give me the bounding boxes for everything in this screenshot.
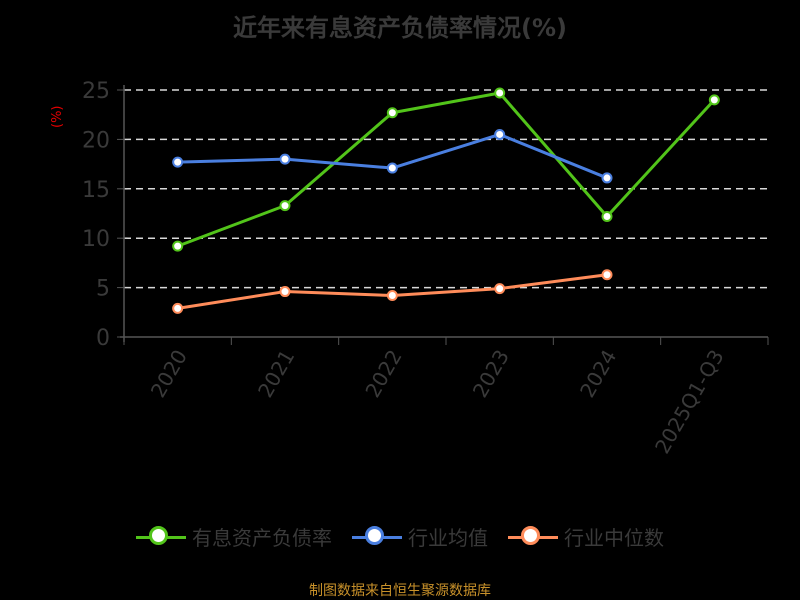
data-point[interactable] — [172, 156, 184, 168]
x-tick-label: 2021 — [253, 346, 299, 402]
data-point[interactable] — [279, 153, 291, 165]
data-point[interactable] — [601, 172, 613, 184]
x-tick-label: 2025Q1-Q3 — [650, 346, 729, 458]
data-point[interactable] — [708, 94, 720, 106]
legend-label: 行业均值 — [408, 526, 488, 550]
data-point[interactable] — [172, 302, 184, 314]
series-line — [177, 91, 716, 248]
data-point[interactable] — [601, 269, 613, 281]
legend-item-industry-average[interactable]: 行业均值 — [352, 522, 488, 551]
legend-item-interest-bearing-debt-ratio[interactable]: 有息资产负债率 — [136, 522, 332, 551]
data-point[interactable] — [386, 162, 398, 174]
data-point[interactable] — [494, 283, 506, 295]
legend-label: 有息资产负债率 — [192, 526, 332, 550]
y-tick-label: 20 — [82, 128, 110, 153]
x-tick-label: 2020 — [146, 346, 192, 402]
x-tick-label: 2024 — [575, 346, 621, 402]
data-point[interactable] — [494, 87, 506, 99]
data-point[interactable] — [279, 200, 291, 212]
y-tick-label: 0 — [96, 326, 110, 351]
legend-marker-icon — [352, 524, 402, 550]
legend-item-industry-median[interactable]: 行业中位数 — [508, 522, 664, 551]
data-point[interactable] — [601, 210, 613, 222]
y-tick-label: 15 — [82, 178, 110, 203]
y-tick-label: 10 — [82, 227, 110, 252]
chart-title: 近年来有息资产负债率情况(%) — [233, 14, 567, 42]
y-tick-label: 25 — [82, 79, 110, 104]
legend-marker-icon — [508, 524, 558, 550]
data-point[interactable] — [386, 290, 398, 302]
x-tick-label: 2022 — [360, 346, 406, 402]
data-point[interactable] — [172, 240, 184, 252]
data-point[interactable] — [386, 107, 398, 119]
data-point[interactable] — [279, 286, 291, 298]
data-point[interactable] — [494, 128, 506, 140]
legend: 有息资产负债率 行业均值 行业中位数 — [0, 522, 800, 551]
legend-marker-icon — [136, 524, 186, 550]
data-source-note: 制图数据来自恒生聚源数据库 — [309, 583, 491, 599]
x-tick-label: 2023 — [468, 345, 514, 401]
y-tick-label: 5 — [96, 277, 110, 302]
legend-label: 行业中位数 — [564, 526, 664, 550]
